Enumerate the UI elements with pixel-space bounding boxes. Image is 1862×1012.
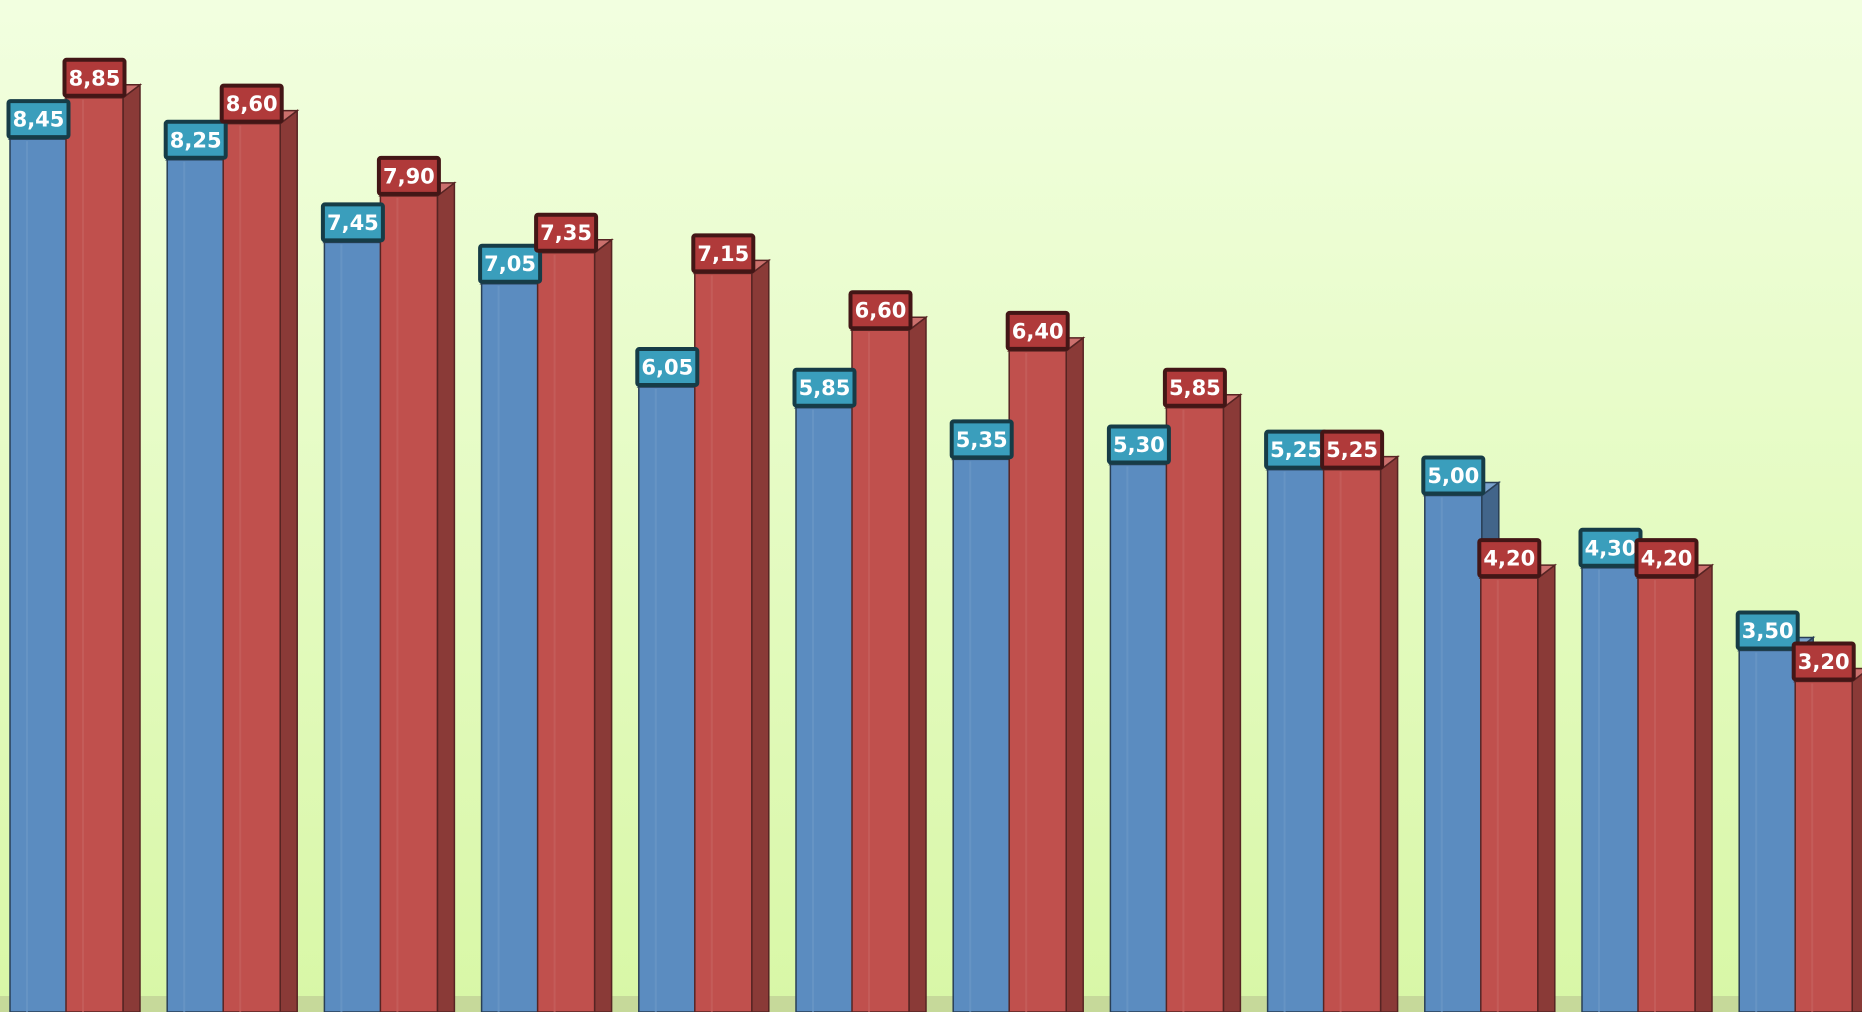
bar-s2-8 xyxy=(1164,393,1243,1012)
data-label-text: 8,25 xyxy=(170,128,222,152)
data-label-s1-1: 8,45 xyxy=(6,99,71,140)
data-label-text: 4,30 xyxy=(1585,536,1637,560)
data-label-s2-2: 8,60 xyxy=(219,83,284,124)
bar-s2-3 xyxy=(378,181,457,1012)
bar-s2-6 xyxy=(849,315,929,1012)
data-label-s1-8: 5,30 xyxy=(1106,424,1171,465)
data-label-s1-2: 8,25 xyxy=(163,119,228,160)
data-label-s2-12: 3,20 xyxy=(1791,641,1856,682)
bar-s2-1 xyxy=(63,83,143,1012)
bar-s2-5 xyxy=(692,258,772,1012)
data-label-s1-11: 4,30 xyxy=(1578,527,1643,568)
data-label-s1-3: 7,45 xyxy=(320,202,385,243)
data-label-s2-5: 7,15 xyxy=(691,233,756,274)
data-label-text: 5,85 xyxy=(1169,376,1221,400)
data-label-s2-4: 7,35 xyxy=(534,212,599,253)
data-label-s1-6: 5,85 xyxy=(792,367,857,408)
data-label-text: 3,50 xyxy=(1742,619,1794,643)
data-label-text: 8,60 xyxy=(226,92,278,116)
data-label-s2-8: 5,85 xyxy=(1162,367,1227,408)
data-label-text: 7,05 xyxy=(484,252,536,276)
bar-s2-11 xyxy=(1635,563,1715,1012)
data-label-text: 4,20 xyxy=(1641,547,1693,571)
data-label-text: 7,45 xyxy=(327,211,379,235)
data-label-text: 3,20 xyxy=(1798,650,1850,674)
data-label-text: 5,30 xyxy=(1113,433,1165,457)
bar-s2-9 xyxy=(1321,455,1400,1012)
data-label-s1-9: 5,25 xyxy=(1264,429,1329,470)
bar-s2-12 xyxy=(1792,667,1862,1012)
data-label-s2-1: 8,85 xyxy=(62,57,127,98)
data-label-s2-10: 4,20 xyxy=(1477,538,1542,579)
bar-s2-10 xyxy=(1478,563,1558,1012)
data-label-s2-3: 7,90 xyxy=(376,155,441,196)
data-label-text: 7,35 xyxy=(540,221,592,245)
data-label-text: 8,45 xyxy=(13,108,65,132)
data-label-text: 7,90 xyxy=(383,164,435,188)
data-label-s2-7: 6,40 xyxy=(1005,310,1070,351)
data-label-text: 5,25 xyxy=(1326,438,1378,462)
data-label-text: 5,00 xyxy=(1427,464,1479,488)
data-label-text: 6,60 xyxy=(855,299,907,323)
bar-s2-2 xyxy=(220,109,300,1012)
data-label-text: 5,85 xyxy=(799,376,851,400)
data-labels-layer: 8,458,85 8,258,60 7,457,90 7,057,35 6,05 7,15… xyxy=(6,57,1856,682)
bar-s2-7 xyxy=(1006,336,1086,1012)
data-label-text: 5,35 xyxy=(956,428,1008,452)
data-label-s1-5: 6,05 xyxy=(635,347,700,388)
data-label-text: 6,40 xyxy=(1012,319,1064,343)
data-label-s1-10: 5,00 xyxy=(1421,455,1486,496)
data-label-s1-4: 7,05 xyxy=(478,243,543,284)
data-label-s2-6: 6,60 xyxy=(848,290,913,331)
data-label-text: 5,25 xyxy=(1270,438,1322,462)
data-label-s2-11: 4,20 xyxy=(1634,538,1699,579)
data-label-text: 4,20 xyxy=(1483,547,1535,571)
data-label-s1-7: 5,35 xyxy=(949,419,1014,460)
data-label-text: 6,05 xyxy=(641,356,693,380)
data-label-s1-12: 3,50 xyxy=(1735,610,1800,651)
data-label-text: 7,15 xyxy=(697,242,749,266)
bar-s2-4 xyxy=(535,238,614,1012)
data-label-text: 8,85 xyxy=(69,66,121,90)
data-label-s2-9: 5,25 xyxy=(1320,429,1385,470)
